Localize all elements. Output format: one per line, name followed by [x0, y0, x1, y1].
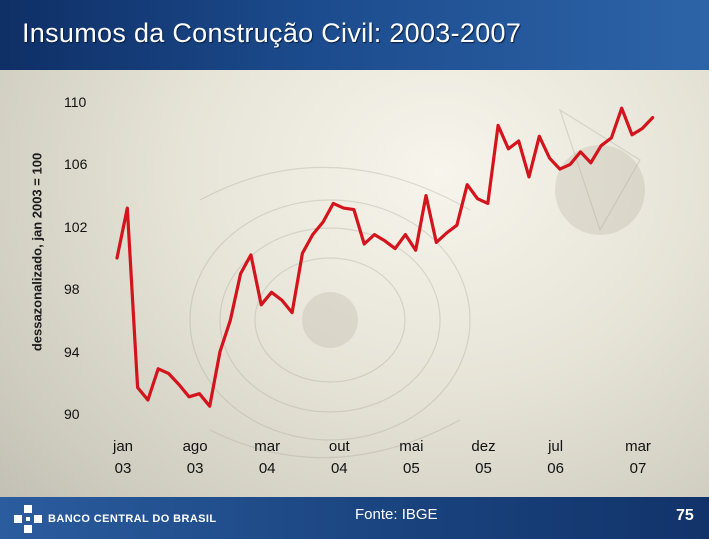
bank-name: BANCO CENTRAL DO BRASIL — [48, 513, 217, 525]
x-tick-month: out — [328, 438, 350, 455]
x-tick-year: 05 — [475, 460, 492, 477]
y-tick-label: 110 — [64, 94, 87, 110]
y-tick-label: 106 — [64, 156, 88, 173]
x-tick-month: dez — [471, 438, 496, 455]
x-tick-year: 04 — [330, 460, 348, 477]
x-tick-month: ago — [182, 438, 208, 455]
source-note: Fonte: IBGE — [355, 506, 438, 523]
x-tick-label: jan 03 — [93, 436, 153, 480]
x-tick-year: 04 — [258, 460, 276, 477]
x-tick-label: mar 04 — [237, 436, 297, 480]
x-tick-year: 06 — [547, 460, 564, 477]
banco-central-logo-icon — [14, 505, 42, 533]
series-line-insumos — [115, 106, 655, 408]
x-tick-label: dez 05 — [454, 436, 514, 480]
y-tick-label: 90 — [64, 406, 80, 422]
x-tick-month: jan — [112, 438, 134, 455]
x-tick-month: mai — [399, 438, 424, 455]
x-tick-label: out 04 — [309, 436, 369, 480]
x-tick-year: 05 — [403, 460, 420, 477]
x-tick-label: jul 06 — [526, 436, 586, 480]
x-tick-month: mar — [625, 438, 651, 455]
x-tick-label: mai 05 — [381, 436, 441, 480]
x-tick-label: mar 07 — [608, 436, 668, 480]
slide-title: Insumos da Construção Civil: 2003-2007 — [22, 18, 522, 48]
page-number: 75 — [676, 507, 694, 524]
footer-bar — [0, 497, 709, 539]
y-tick-label: 102 — [64, 218, 88, 235]
y-tick-label: 98 — [64, 281, 80, 298]
title-bar — [0, 0, 709, 70]
y-axis-label: dessazonalizado, jan 2003 = 100 — [29, 152, 45, 352]
x-tick-year: 03 — [186, 460, 204, 477]
x-tick-month: mar — [254, 438, 281, 455]
x-tick-label: ago 03 — [165, 436, 225, 480]
x-tick-year: 07 — [629, 460, 647, 477]
x-tick-month: jul — [548, 438, 564, 455]
x-tick-year: 03 — [114, 460, 132, 477]
banknote-watermark — [189, 108, 645, 459]
y-tick-label: 94 — [64, 343, 80, 360]
